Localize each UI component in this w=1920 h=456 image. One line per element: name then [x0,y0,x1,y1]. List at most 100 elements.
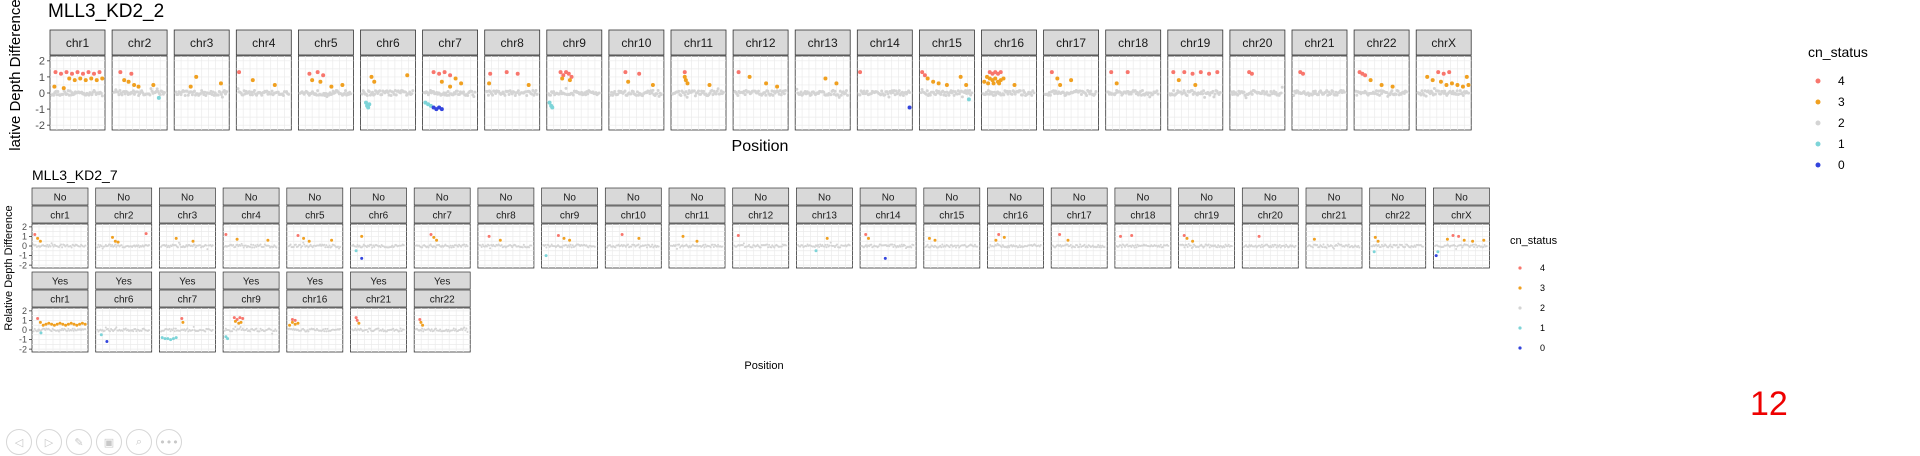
facet-strip [856,29,913,56]
cn-point-2 [390,246,393,249]
cn-point-3 [1176,78,1181,83]
cn-point-2 [1018,244,1021,247]
cn-point-4 [296,233,300,237]
play-icon[interactable]: ▷ [36,429,62,455]
cn-point-4 [75,70,80,75]
cn-point-2 [571,93,575,97]
cn-point-2 [1294,91,1298,95]
more-icon[interactable]: ••• [156,429,182,455]
cn-point-2 [833,246,836,249]
cn-point-2 [459,328,462,331]
cn-point-2 [657,94,661,98]
cn-point-2 [464,245,467,248]
facet-strip-label: chr15 [939,211,964,222]
cn-point-2 [782,92,786,96]
cn-point-2 [328,244,331,247]
facet-strip-label: chr15 [932,36,962,50]
cn-point-2 [1185,94,1189,98]
cn-point-2 [460,245,463,248]
facet-strip-label: chr13 [812,211,837,222]
legend-label-0: 0 [1540,343,1545,353]
cn-point-2 [1186,245,1189,248]
facet-strip-label: No [563,193,576,204]
cn-point-2 [358,244,361,247]
y-tick-label: -1 [19,335,27,345]
cn-point-3 [435,238,439,242]
facet-strip-label: chr16 [994,36,1024,50]
cn-point-2 [637,243,640,246]
cn-point-2 [657,245,660,248]
cn-point-4 [1125,70,1130,75]
cn-point-2 [809,93,813,97]
cn-point-3 [290,320,294,324]
cn-point-2 [170,245,173,248]
facet-strip-label: No [627,193,640,204]
cn-point-3 [83,322,87,326]
cn-point-2 [449,244,452,247]
facet-yes-chr22: Yes chr22 [413,271,471,353]
cn-point-2 [84,244,87,247]
cn-point-2 [489,247,492,250]
cn-point-2 [1278,244,1281,247]
facet-chr3: chr3 [173,29,230,131]
cn-point-2 [939,244,942,247]
cn-point-3 [38,239,42,243]
cn-point-3 [1193,82,1198,87]
cn-point-2 [452,246,455,249]
back-icon[interactable]: ◁ [6,429,32,455]
cn-point-3 [1114,81,1119,86]
cn-point-2 [400,329,403,332]
facet-chr10: chr10 [608,29,665,131]
cn-point-2 [1288,245,1291,248]
facet-strip-label: chr19 [1180,36,1210,50]
cn-point-2 [1091,244,1094,247]
cn-point-2 [171,329,174,332]
cn-point-3 [64,323,68,327]
cn-point-2 [1122,244,1125,247]
cn-point-1 [364,100,368,105]
layout-icon[interactable]: ▣ [96,429,122,455]
cn-point-3 [944,82,949,87]
facet-chr16: chr16 [981,29,1037,131]
zoom-icon[interactable]: ⌕ [126,429,152,455]
cn-point-2 [547,244,550,247]
facet-no-chr3: No chr3 [158,187,216,269]
cn-point-2 [460,327,463,330]
cn-point-2 [410,92,414,96]
cn-point-0 [105,339,109,343]
cn-point-2 [249,245,252,248]
cn-point-4 [1215,70,1220,75]
cn-point-2 [839,246,842,249]
facet-strip-label: chr7 [178,295,198,306]
cn-point-2 [464,329,467,332]
cn-point-3 [764,81,769,86]
cn-point-2 [179,93,183,97]
cn-point-4 [1451,233,1455,237]
cn-point-3 [681,234,685,238]
facet-strip [919,29,975,56]
facet-chr7: chr7 [422,29,479,131]
facet-chr13: chr13 [794,29,851,131]
cn-point-2 [687,246,690,249]
cn-point-2 [51,244,54,247]
cn-point-2 [241,327,244,330]
cn-point-2 [360,92,364,96]
cn-point-2 [252,243,255,246]
cn-point-2 [645,246,648,249]
cn-point-2 [1483,244,1486,247]
cn-point-2 [394,93,398,97]
cn-point-2 [134,328,137,331]
facet-strip [608,29,665,56]
cn-point-2 [711,243,714,246]
cn-point-2 [250,93,254,97]
cn-point-2 [191,328,194,331]
cn-point-2 [1355,93,1359,97]
cn-point-4 [129,71,134,76]
cn-point-3 [560,76,565,81]
facet-strip [95,271,153,290]
pen-icon[interactable]: ✎ [66,429,92,455]
cn-point-2 [883,93,887,97]
cn-point-2 [434,327,437,330]
cn-point-2 [970,91,974,95]
cn-point-0 [439,107,444,112]
